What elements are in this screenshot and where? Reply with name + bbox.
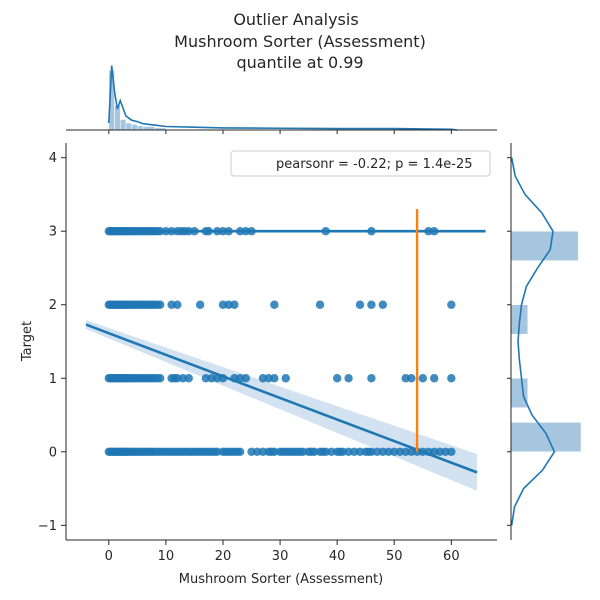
axis-spines [65,143,497,541]
legend: pearsonr = -0.22; p = 1.4e-25 [230,150,491,177]
marginal-x-plot [66,65,497,134]
y-axis-label: Target [20,321,35,362]
y-tick-label: 1 [49,372,57,387]
data-point-target-2 [270,300,279,309]
data-point-target-1 [430,374,439,383]
data-point-target-2 [447,300,456,309]
data-point-target-1 [270,374,279,383]
data-point-target-1 [184,374,193,383]
data-point-target-1 [447,374,456,383]
title-line-2: Mushroom Sorter (Assessment) [174,32,426,51]
x-tick-label: 30 [272,549,289,564]
x-tick-label: 10 [158,549,175,564]
data-point-target-1 [281,374,290,383]
x-axis-ticks: 0 10 20 30 40 50 60 [105,540,460,564]
data-point-target-1 [332,374,342,383]
x-tick-label: 60 [443,549,460,564]
marginal-y-hist-bar [510,378,529,408]
title-line-1: Outlier Analysis [233,10,358,29]
marginal-x-hist-bar [131,124,138,131]
data-point-target-1 [367,374,376,383]
y-tick-label: 3 [49,225,57,240]
marginal-y-hist-bar [510,230,579,261]
data-point-target-2 [355,300,365,309]
main-axes: 0 10 20 30 40 50 60 −1 0 1 2 3 4 Mushroom Sorter (A… [20,143,497,587]
data-point-target-2 [367,300,376,309]
marginal-x-hist-bar [137,125,144,131]
marginal-y-kde-curve [510,157,556,526]
y-tick-label: 2 [49,298,57,313]
data-point-target-1 [407,374,416,383]
data-point-target-2 [195,300,205,309]
marginal-x-hist-bar [142,126,155,131]
data-point-target-0 [235,447,245,456]
data-point-target-1 [241,374,251,383]
regression-lines-layer [85,209,486,474]
marginal-y-plot [507,143,582,540]
y-tick-label: 4 [49,151,57,166]
y-axis-ticks: −1 0 1 2 3 4 [38,151,66,534]
data-point-target-1 [344,374,353,383]
marginal-x-hist-bar [119,119,127,131]
data-point-target-2 [173,300,182,309]
x-tick-label: 40 [329,549,346,564]
data-point-target-2 [378,300,388,309]
legend-text: pearsonr = -0.22; p = 1.4e-25 [276,157,473,172]
x-axis-label: Mushroom Sorter (Assessment) [179,572,383,587]
data-point-target-2 [315,300,325,309]
data-point-target-2 [155,300,165,309]
marginal-x-hist-bar [125,122,132,131]
scatter-points-layer [104,227,456,456]
legend-box [230,150,491,177]
marginal-y-hist-bar [510,422,582,453]
regression-line-overall [85,323,478,474]
x-tick-label: 20 [215,549,232,564]
data-point-target-1 [155,374,165,383]
data-point-target-2 [230,300,239,309]
x-tick-label: 0 [105,549,113,564]
chart-title: Outlier Analysis Mushroom Sorter (Assess… [174,10,426,72]
data-point-target-0 [447,447,456,456]
marginal-x-kde-curve [108,65,458,131]
x-tick-label: 50 [386,549,403,564]
y-tick-label: 0 [49,445,57,460]
data-point-target-1 [418,374,427,383]
y-tick-label: −1 [38,519,57,534]
title-line-3: quantile at 0.99 [236,53,363,72]
